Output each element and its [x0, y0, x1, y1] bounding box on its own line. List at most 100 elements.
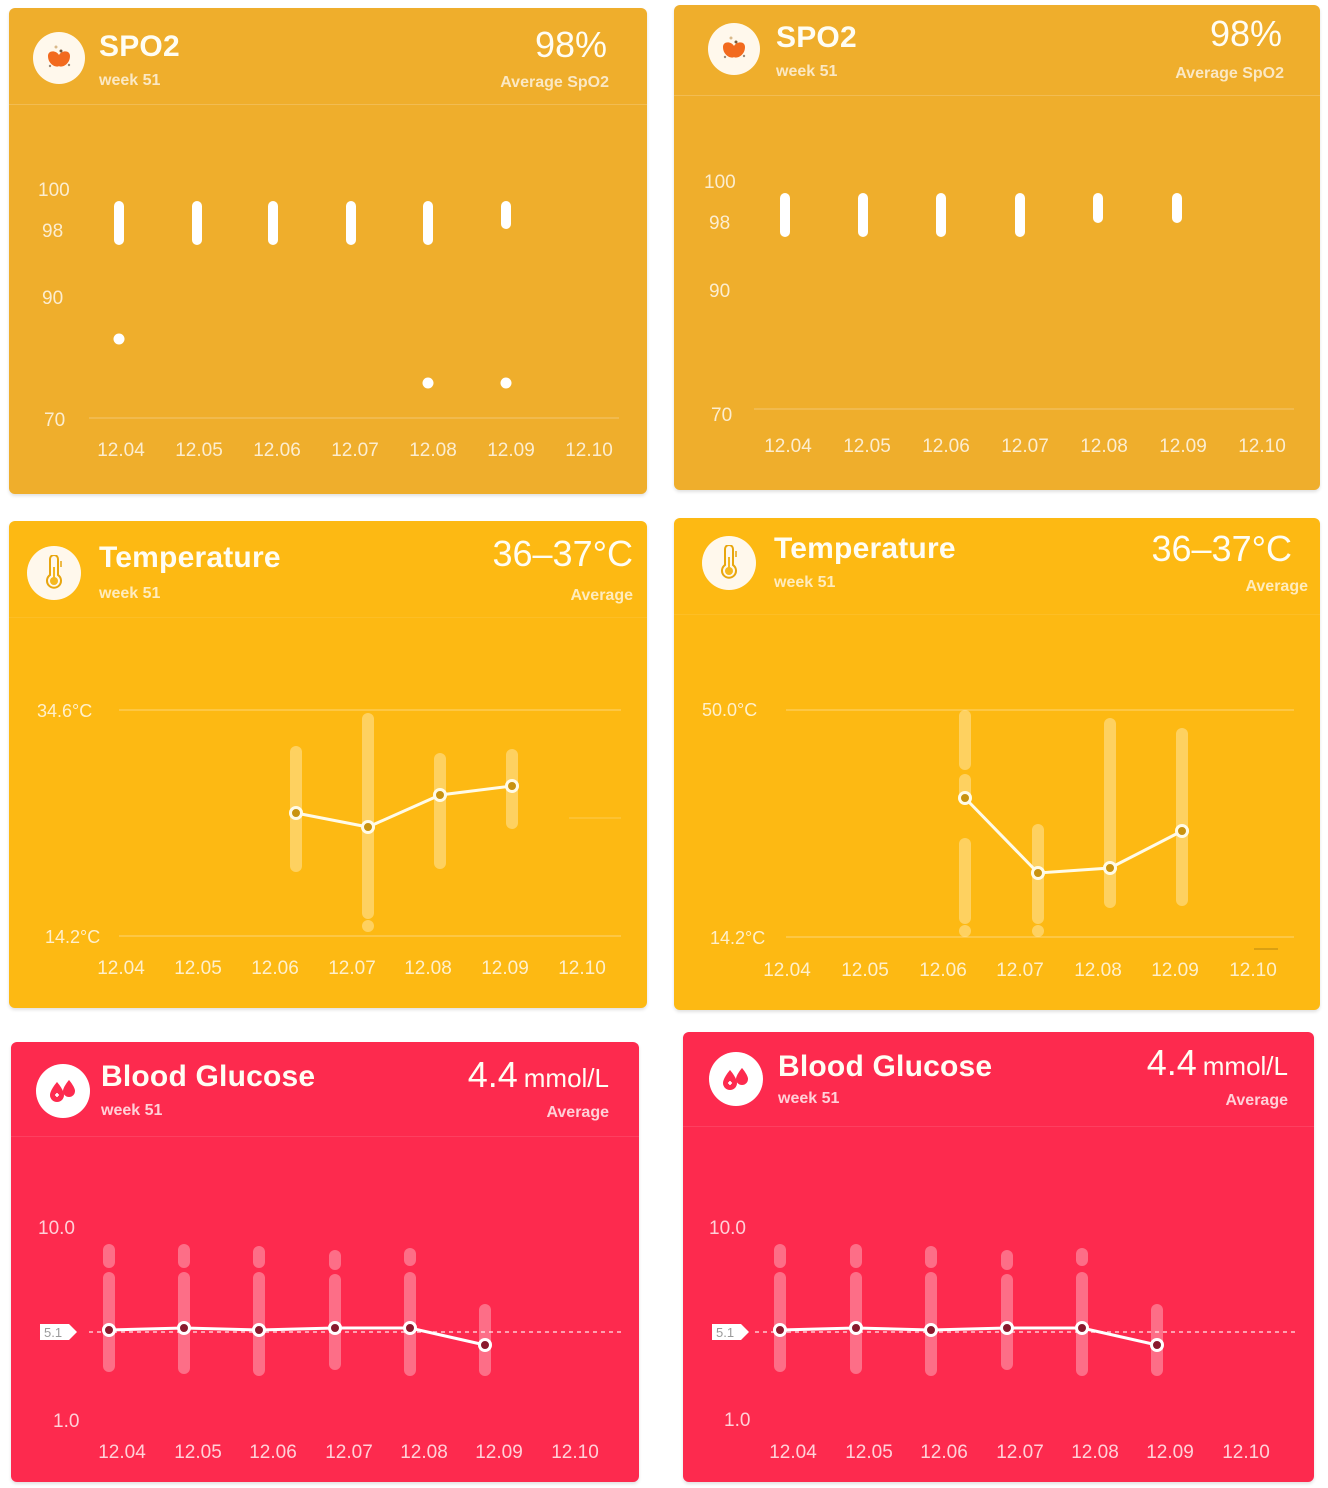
card-subtitle: week 51 [778, 1090, 840, 1107]
y-tick: 14.2°C [45, 927, 100, 947]
thermometer-icon [702, 536, 756, 590]
y-tick: 10.0 [38, 1218, 75, 1239]
average-unit: mmol/L [523, 1063, 609, 1093]
range-bars [780, 193, 1182, 237]
x-tick: 12.06 [919, 960, 967, 981]
blood-drops-icon [36, 1064, 90, 1118]
average-value: 98% [534, 24, 607, 65]
spo2-chart: 100 98 90 70 12.04 12.05 12.06 12.07 12.… [704, 172, 1294, 457]
card-subtitle: week 51 [99, 72, 161, 89]
x-tick: 12.08 [1080, 436, 1128, 457]
x-tick: 12.04 [97, 958, 145, 979]
x-tick: 12.10 [1238, 436, 1286, 457]
blood-drops-icon [709, 1052, 763, 1106]
x-tick: 12.08 [400, 1442, 448, 1463]
range-bars [103, 1244, 491, 1376]
reference-badge: 5.1 [712, 1324, 749, 1340]
card-header [11, 1042, 639, 1137]
average-value: 36–37°C [492, 533, 633, 574]
temperature-card-right[interactable]: Temperature week 51 36–37°C Average 50.0… [674, 518, 1320, 1010]
x-tick: 12.05 [175, 440, 223, 461]
y-tick: 100 [704, 172, 736, 193]
data-points [773, 1321, 1164, 1352]
x-tick: 12.05 [841, 960, 889, 981]
x-tick: 12.06 [251, 958, 299, 979]
x-tick: 12.04 [97, 440, 145, 461]
svg-text:5.1: 5.1 [716, 1325, 734, 1340]
temperature-chart: 34.6°C 14.2°C 12.04 12.05 12.06 12.07 12… [37, 701, 621, 979]
y-tick: 1.0 [724, 1410, 750, 1431]
y-tick: 70 [44, 410, 65, 431]
average-label: Average [1225, 1092, 1288, 1109]
spo2-chart: 100 98 90 70 12.04 12.05 12.06 12.07 12.… [38, 180, 619, 461]
x-tick: 12.09 [1159, 436, 1207, 457]
x-tick: 12.05 [174, 1442, 222, 1463]
temperature-chart: 50.0°C 14.2°C 12.04 12.05 12.06 12.07 12… [702, 700, 1294, 981]
x-tick: 12.05 [174, 958, 222, 979]
x-tick: 12.04 [98, 1442, 146, 1463]
y-tick: 50.0°C [702, 700, 757, 720]
svg-text:5.1: 5.1 [44, 1325, 62, 1340]
x-tick: 12.06 [920, 1442, 968, 1463]
x-tick: 12.05 [845, 1442, 893, 1463]
y-tick: 70 [711, 405, 732, 426]
temperature-card-left[interactable]: Temperature week 51 36–37°C Average 34.6… [9, 521, 647, 1008]
card-subtitle: week 51 [99, 585, 161, 602]
lungs-icon [708, 23, 760, 75]
card-title: Temperature [99, 541, 281, 574]
x-tick: 12.09 [1151, 960, 1199, 981]
data-points [289, 779, 519, 834]
y-tick: 10.0 [709, 1218, 746, 1239]
thermometer-icon [27, 546, 81, 600]
y-tick: 90 [709, 281, 730, 302]
average-value: 4.4 mmol/L [1147, 1042, 1288, 1084]
x-tick: 12.10 [551, 1442, 599, 1463]
y-tick: 90 [42, 288, 63, 309]
reference-badge: 5.1 [40, 1324, 77, 1340]
y-tick: 14.2°C [710, 928, 765, 948]
x-tick: 12.05 [843, 436, 891, 457]
card-subtitle: week 51 [101, 1102, 163, 1119]
average-number: 4.4 [467, 1054, 518, 1095]
x-tick: 12.07 [331, 440, 379, 461]
x-tick: 12.08 [409, 440, 457, 461]
average-label: Average SpO2 [1175, 65, 1284, 82]
x-tick: 12.08 [1074, 960, 1122, 981]
y-tick: 1.0 [53, 1411, 79, 1432]
x-tick: 12.09 [1146, 1442, 1194, 1463]
average-label: Average [1245, 578, 1308, 595]
card-title: Blood Glucose [778, 1050, 993, 1083]
card-subtitle: week 51 [774, 574, 836, 591]
x-tick: 12.04 [763, 960, 811, 981]
blood-glucose-chart: 10.0 1.0 5.1 12.04 12.05 12.06 [38, 1218, 623, 1463]
average-value: 36–37°C [1151, 528, 1292, 569]
y-tick: 34.6°C [37, 701, 92, 721]
blood-glucose-chart: 10.0 1.0 5.1 12.04 12.05 12.06 [709, 1218, 1295, 1463]
x-tick: 12.09 [487, 440, 535, 461]
average-number: 4.4 [1146, 1042, 1197, 1083]
x-tick: 12.08 [404, 958, 452, 979]
x-tick: 12.06 [249, 1442, 297, 1463]
x-tick: 12.09 [475, 1442, 523, 1463]
x-tick: 12.06 [253, 440, 301, 461]
x-tick: 12.07 [325, 1442, 373, 1463]
average-label: Average [546, 1104, 609, 1121]
data-points [102, 1321, 492, 1352]
card-header [9, 8, 647, 105]
x-tick: 12.06 [922, 436, 970, 457]
spo2-card-left[interactable]: SPO2 week 51 98% Average SpO2 100 98 90 … [9, 8, 647, 494]
range-bars [959, 710, 1188, 937]
spo2-card-right[interactable]: SPO2 week 51 98% Average SpO2 100 98 90 … [674, 5, 1320, 490]
data-points [958, 791, 1189, 880]
average-value: 98% [1209, 13, 1282, 54]
y-tick: 100 [38, 180, 70, 201]
x-tick: 12.10 [1222, 1442, 1270, 1463]
blood-glucose-card-left[interactable]: Blood Glucose week 51 4.4 mmol/L Average … [11, 1042, 639, 1482]
blood-glucose-card-right[interactable]: Blood Glucose week 51 4.4 mmol/L Average … [683, 1032, 1314, 1482]
x-tick: 12.10 [558, 958, 606, 979]
x-tick: 12.07 [996, 1442, 1044, 1463]
x-tick: 12.10 [1229, 960, 1277, 981]
card-title: SPO2 [99, 30, 180, 63]
y-tick: 98 [709, 213, 730, 234]
average-label: Average SpO2 [500, 74, 609, 91]
